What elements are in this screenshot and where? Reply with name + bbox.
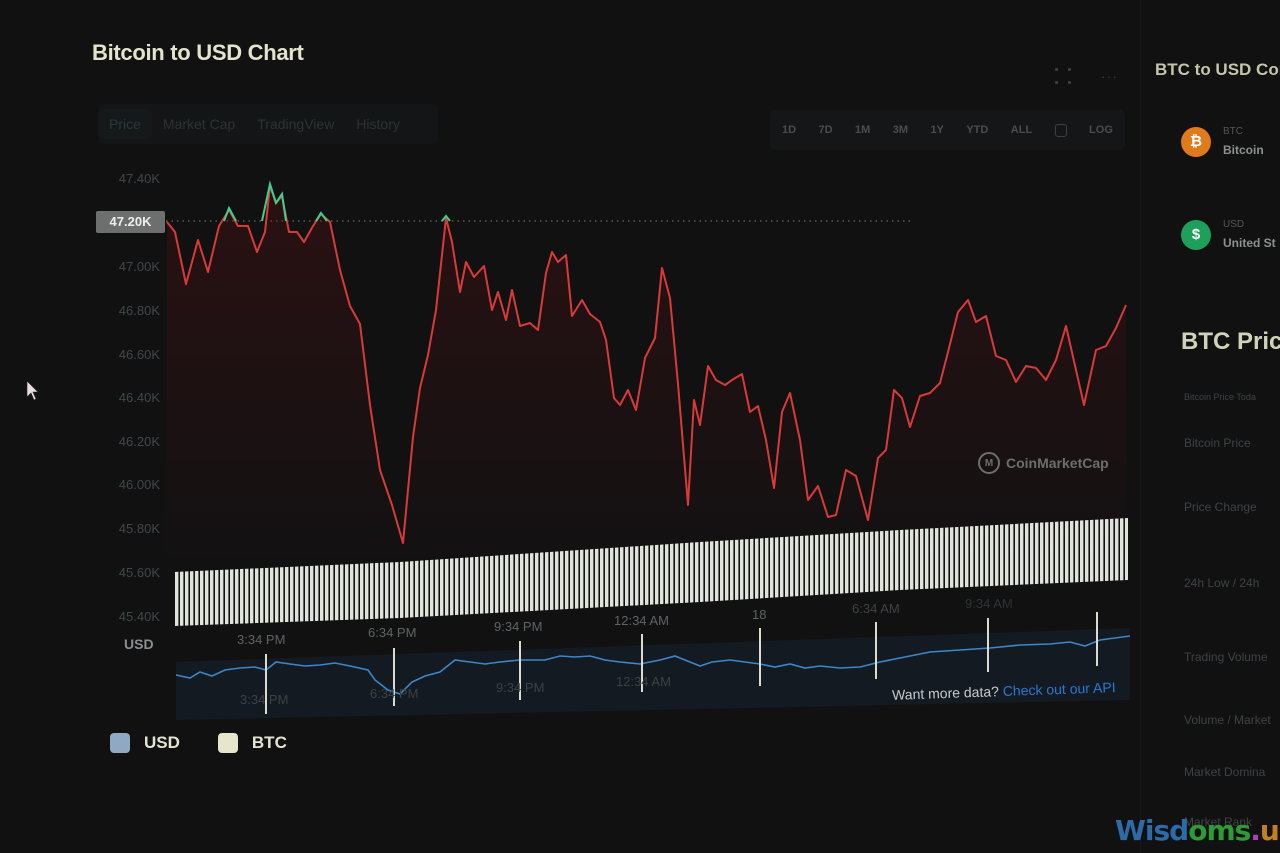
chart-legend: USD BTC xyxy=(110,733,287,753)
dollar-icon: $ xyxy=(1181,219,1211,250)
svg-text:3:34 PM: 3:34 PM xyxy=(240,692,288,707)
legend-item-btc[interactable]: BTC xyxy=(217,733,287,753)
stats-row: Bitcoin Price Toda xyxy=(1184,392,1256,402)
y-tick: 45.60K xyxy=(118,565,160,580)
stats-row: Volume / Market xyxy=(1184,713,1271,727)
converter-title: BTC to USD Con xyxy=(1155,60,1280,79)
range-all[interactable]: ALL xyxy=(1010,124,1033,136)
y-tick: 46.80K xyxy=(118,303,160,318)
range-3m[interactable]: 3M xyxy=(892,124,908,136)
price-line-above xyxy=(223,205,237,222)
range-1m[interactable]: 1M xyxy=(855,124,871,136)
tab-tradingview[interactable]: TradingView xyxy=(257,116,335,132)
svg-text:6:34 PM: 6:34 PM xyxy=(370,686,418,701)
legend-item-usd[interactable]: USD xyxy=(110,733,180,753)
converter-sidebar: BTC to USD Con ₿ BTC Bitcoin $ USD Unite… xyxy=(1140,0,1280,853)
price-line-above xyxy=(261,180,287,222)
x-tick: 6:34 AM xyxy=(852,601,900,616)
price-line-above xyxy=(315,211,328,222)
x-tick: 18 xyxy=(752,607,766,622)
chart-tabs: Price Market Cap TradingView History xyxy=(98,104,438,144)
x-tick: 9:34 PM xyxy=(494,619,542,634)
range-ytd[interactable]: YTD xyxy=(966,124,989,136)
x-tick: 9:34 AM xyxy=(965,596,1013,611)
stats-row: Market Domina xyxy=(1184,765,1266,779)
y-tick: 47.40K xyxy=(118,171,160,186)
svg-text:9:34 PM: 9:34 PM xyxy=(496,680,544,695)
bitcoin-icon: ₿ xyxy=(1181,126,1211,157)
calendar-icon[interactable] xyxy=(1054,123,1067,137)
current-price-marker: 47.20K xyxy=(96,211,165,233)
navigator-line xyxy=(175,635,1131,695)
page-title: Bitcoin to USD Chart xyxy=(92,40,304,65)
coinmarketcap-watermark: M CoinMarketCap xyxy=(978,452,1109,474)
y-tick: 46.00K xyxy=(118,477,160,492)
y-tick: 46.40K xyxy=(118,390,160,405)
fullscreen-icon[interactable] xyxy=(1055,68,1071,84)
time-range-selector: 1D 7D 1M 3M 1Y YTD ALL LOG xyxy=(770,110,1125,150)
coinmarketcap-logo-icon: M xyxy=(978,452,1000,474)
coin-btc[interactable]: ₿ BTC Bitcoin xyxy=(1181,126,1264,157)
mouse-cursor-icon xyxy=(26,380,39,401)
x-axis: 3:34 PM 6:34 PM 9:34 PM 12:34 AM 18 6:34… xyxy=(237,596,1013,647)
y-tick: 47.00K xyxy=(118,259,160,274)
stats-row: Price Change xyxy=(1184,500,1257,514)
log-scale-toggle[interactable]: LOG xyxy=(1089,124,1113,136)
btc-price-heading: BTC Price xyxy=(1181,328,1280,355)
price-line-above xyxy=(441,214,451,222)
tab-price[interactable]: Price xyxy=(98,109,152,139)
coin-usd[interactable]: $ USD United St xyxy=(1181,219,1276,250)
currency-axis-label: USD xyxy=(124,636,154,652)
range-1y[interactable]: 1Y xyxy=(930,124,944,136)
more-options-icon[interactable]: ··· xyxy=(1101,68,1118,84)
y-tick: 46.60K xyxy=(118,347,160,362)
range-1d[interactable]: 1D xyxy=(782,124,797,136)
navigator-markers xyxy=(265,612,1098,714)
svg-text:12:34 AM: 12:34 AM xyxy=(616,674,671,689)
range-7d[interactable]: 7D xyxy=(818,124,833,136)
chart-toolbar: ··· xyxy=(1055,68,1118,84)
y-tick: 45.80K xyxy=(118,521,160,536)
tab-market-cap[interactable]: Market Cap xyxy=(162,116,236,132)
y-tick: 45.40K xyxy=(118,609,160,624)
navigator-area xyxy=(176,628,1130,720)
price-chart[interactable]: 3:34 PM 6:34 PM 9:34 PM 12:34 AM 18 6:34… xyxy=(0,0,1140,853)
price-area xyxy=(167,186,1126,580)
x-tick: 12:34 AM xyxy=(614,613,669,628)
x-tick: 3:34 PM xyxy=(237,632,285,647)
wisdoms-watermark: Wisdoms.us xyxy=(1115,814,1280,847)
stats-row: 24h Low / 24h xyxy=(1184,576,1260,590)
navigator-labels: 3:34 PM 6:34 PM 9:34 PM 12:34 AM xyxy=(240,674,671,707)
stats-row: Bitcoin Price xyxy=(1184,436,1251,450)
volume-bars xyxy=(174,518,1128,626)
btc-swatch-icon xyxy=(217,733,238,753)
y-tick: 46.20K xyxy=(118,434,160,449)
stats-row: Trading Volume xyxy=(1184,650,1268,664)
tab-history[interactable]: History xyxy=(356,116,400,132)
x-tick: 6:34 PM xyxy=(368,625,416,640)
stats-row: Market Rank xyxy=(1184,815,1253,829)
usd-swatch-icon xyxy=(110,733,130,753)
